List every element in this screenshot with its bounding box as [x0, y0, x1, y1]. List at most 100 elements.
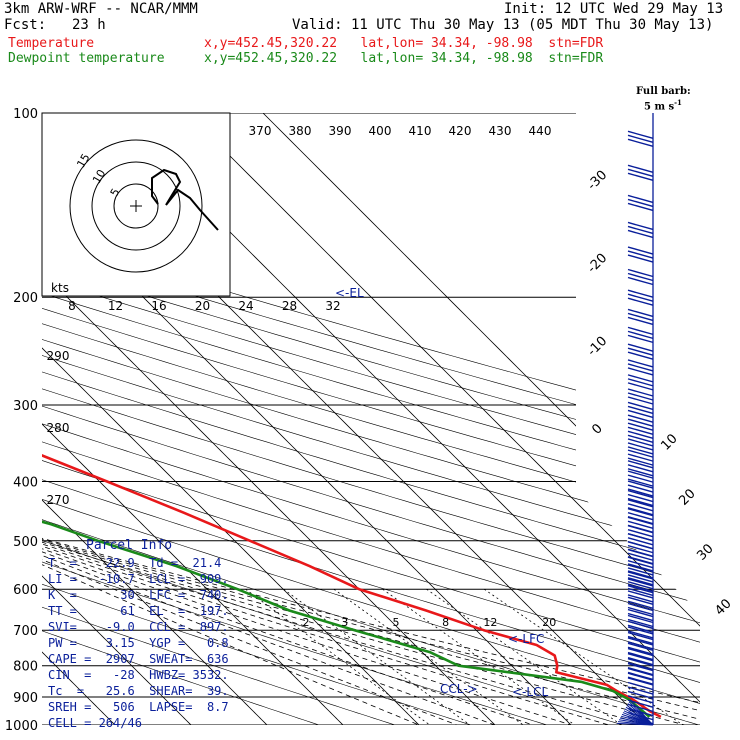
- wind-barb: [627, 618, 654, 628]
- wind-barb: [627, 438, 654, 447]
- temperature-tick-label: -20: [585, 251, 611, 277]
- wind-barb: [627, 567, 654, 576]
- wind-barb: [627, 577, 654, 586]
- wind-barb: [627, 388, 654, 397]
- pressure-tick-label: 500: [13, 535, 38, 550]
- wind-barb: [627, 544, 654, 554]
- wind-barb: [627, 446, 654, 455]
- series-line: [42, 113, 651, 718]
- barb-legend-speed: 5 m s: [644, 101, 675, 113]
- wind-barb: [627, 460, 654, 469]
- wind-barb: [627, 396, 654, 405]
- wind-barb: [627, 330, 654, 340]
- wind-barb: [627, 647, 654, 657]
- moist-adiabat-line: [42, 113, 648, 725]
- isotherm-line: [42, 113, 572, 725]
- wind-barb: [627, 672, 654, 681]
- temperature-tick-label: 0: [589, 421, 605, 437]
- wind-barb: [627, 474, 654, 483]
- theta-label: 270: [47, 493, 70, 507]
- wind-barb: [627, 596, 654, 605]
- barb-legend-value: 5 m s-1: [644, 95, 682, 114]
- pressure-tick-label: 1000: [5, 719, 38, 734]
- parcel-info-row: Tc = 25.6 SHEAR= 39.: [48, 684, 229, 698]
- wind-barb: [627, 556, 654, 565]
- wind-barb: [627, 637, 654, 646]
- wind-barb: [627, 646, 654, 655]
- wind-barb: [627, 276, 654, 286]
- wind-barb: [627, 434, 654, 444]
- wind-barb: [627, 563, 654, 572]
- wind-barb: [627, 608, 654, 618]
- mixing-ratio-label: 3: [341, 616, 348, 629]
- wind-barb: [627, 570, 654, 579]
- wind-barb: [627, 442, 654, 451]
- wind-barb: [627, 699, 654, 708]
- pressure-tick-label: 600: [13, 583, 38, 598]
- wind-barb: [627, 312, 654, 322]
- pressure-tick-label: 300: [13, 399, 38, 414]
- theta-label: 410: [409, 124, 432, 138]
- wind-barb: [627, 202, 654, 212]
- wind-barb: [627, 652, 654, 662]
- wind-barb: [627, 671, 654, 681]
- wind-barb: [627, 229, 654, 239]
- mixing-ratio-line: [333, 588, 524, 725]
- wind-barb: [627, 581, 654, 590]
- dry-adiabat-line: [42, 113, 700, 725]
- wind-barb: [627, 503, 654, 512]
- wind-barb: [627, 537, 654, 546]
- wind-barb: [627, 666, 654, 676]
- wind-barb: [627, 574, 654, 583]
- chart-series: [42, 113, 662, 719]
- wind-barb: [627, 626, 654, 635]
- wind-barb: [627, 524, 654, 534]
- dry-adiabat-line: [42, 113, 700, 725]
- dry-adiabat-line: [42, 113, 700, 725]
- isotherm-line: [42, 113, 496, 725]
- barb-legend-title: Full barb:: [636, 86, 691, 97]
- model-title: 3km ARW-WRF -- NCAR/MMM: [4, 1, 198, 17]
- wind-barb: [627, 612, 654, 622]
- isotherm-line: [42, 113, 648, 725]
- wind-barb: [627, 130, 654, 140]
- wind-barb: [627, 343, 654, 352]
- wind-barb: [627, 631, 654, 641]
- wind-barbs: [616, 113, 654, 726]
- wind-barb: [627, 656, 654, 666]
- wind-barb: [627, 594, 654, 603]
- pressure-tick-label: 800: [13, 660, 38, 675]
- pressure-tick-label: 400: [13, 475, 38, 490]
- mixing-ratio-line: [245, 588, 431, 725]
- init-time: Init: 12 UTC Wed 29 May 13: [504, 1, 724, 17]
- speed-tick-label: 12: [108, 299, 123, 313]
- dry-adiabat-line: [42, 113, 624, 725]
- parcel-info-row: PW = 3.15 YGP = 0.8: [48, 636, 229, 650]
- wind-barb: [627, 488, 654, 497]
- wind-barb: [627, 297, 654, 306]
- wind-barb: [627, 578, 654, 587]
- moist-adiabat-line: [42, 113, 458, 725]
- moist-adiabat-line: [42, 113, 700, 725]
- parcel-info-row: LI = -10.7 LCL = 909.: [48, 572, 229, 586]
- barb-legend-unit-exponent: -1: [674, 98, 682, 107]
- wind-barb: [627, 658, 654, 667]
- hodograph-ring-label: 10: [90, 167, 108, 186]
- dry-adiabat-line: [42, 113, 700, 725]
- wind-barb: [627, 571, 654, 580]
- wind-barb: [627, 695, 654, 704]
- pressure-tick-label: 200: [13, 291, 38, 306]
- wind-barb: [627, 198, 654, 208]
- hodograph-ring-label: 15: [74, 151, 92, 170]
- mixing-ratio-line: [483, 588, 684, 725]
- wind-barb: [627, 246, 654, 255]
- speed-tick-label: 28: [282, 299, 297, 313]
- isotherm-line: [262, 113, 700, 725]
- dry-adiabat-line: [42, 113, 700, 725]
- wind-barb: [627, 552, 654, 561]
- wind-barb: [627, 392, 654, 401]
- wind-barb: [627, 138, 654, 148]
- parcel-info-row: T = 22.9 Td = 21.4: [48, 556, 222, 570]
- lcl-annotation: <-LCL: [512, 685, 548, 699]
- mixing-ratio-label: 20: [542, 616, 556, 629]
